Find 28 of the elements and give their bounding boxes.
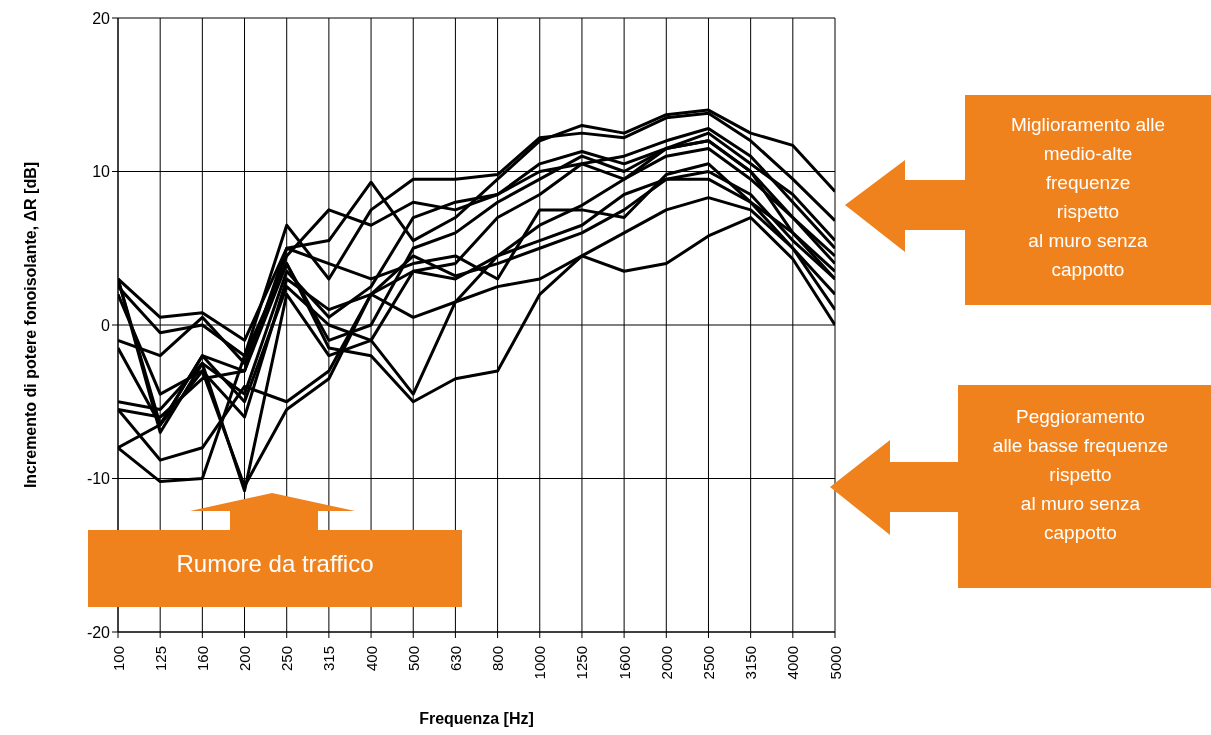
x-tick-label: 160 xyxy=(193,646,211,672)
x-tick-label: 1600 xyxy=(615,646,633,680)
x-tick-label: 1250 xyxy=(573,646,591,680)
x-tick-label: 3150 xyxy=(742,646,760,680)
x-tick-label: 500 xyxy=(404,646,422,672)
x-tick-label: 630 xyxy=(446,646,464,672)
x-tick-label: 4000 xyxy=(784,646,802,680)
y-tick-label: 0 xyxy=(101,316,111,334)
y-tick-label: 10 xyxy=(92,163,111,181)
y-tick-label: 20 xyxy=(92,9,111,27)
x-tick-label: 315 xyxy=(320,646,338,672)
y-tick-label: -20 xyxy=(86,623,111,641)
x-tick-label: 400 xyxy=(362,646,380,672)
x-tick-label: 250 xyxy=(278,646,296,672)
x-tick-label: 125 xyxy=(151,646,169,672)
y-axis-title: Incremento di potere fonoisolante, ΔR [dB] xyxy=(21,161,39,489)
text: Peggioramento alle basse frequenze rispetto al muro senza cappotto xyxy=(991,405,1170,545)
x-tick-label: 800 xyxy=(489,646,507,672)
x-tick-label: 2000 xyxy=(657,646,675,680)
x-tick-label: 1000 xyxy=(531,646,549,680)
x-tick-label: 100 xyxy=(109,646,127,672)
x-tick-label: 2500 xyxy=(699,646,717,680)
annotation: Rumore da traffico xyxy=(175,550,375,578)
x-axis-title: Frequenza [Hz] xyxy=(419,710,534,728)
x-tick-label: 200 xyxy=(236,646,254,672)
x-tick-label: 5000 xyxy=(826,646,844,680)
y-tick-label: -10 xyxy=(86,470,111,488)
text: Miglioramento alle medio-alte frequenze rispetto al muro senza cappotto xyxy=(1009,113,1167,282)
